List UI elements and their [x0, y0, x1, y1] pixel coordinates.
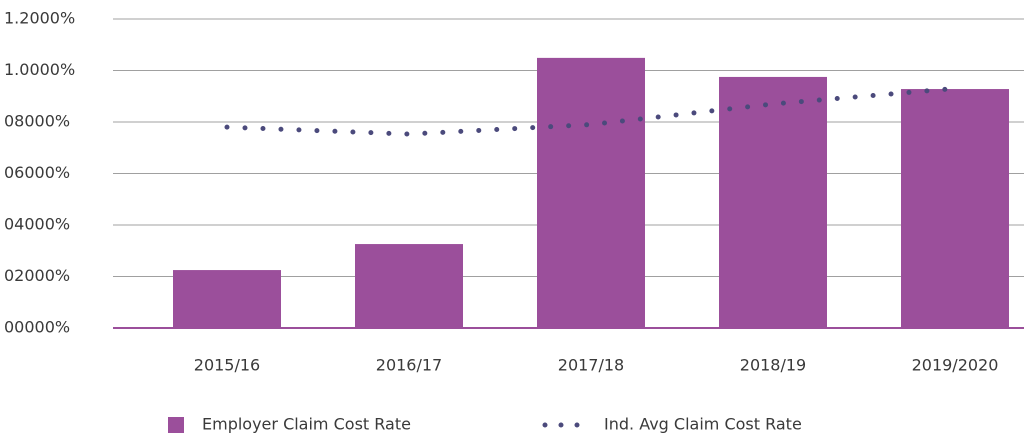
bar	[719, 76, 827, 328]
legend-label: Employer Claim Cost Rate	[202, 415, 411, 434]
x-tick-label: 2017/18	[558, 356, 624, 375]
y-tick-label: 1.2000%	[4, 9, 75, 28]
legend-swatch	[168, 417, 184, 433]
y-tick-label: 00000%	[4, 318, 70, 337]
x-tick-label: 2018/19	[740, 356, 806, 375]
y-tick-label: 06000%	[4, 163, 70, 182]
x-tick-label: 2019/2020	[912, 356, 999, 375]
y-tick-label: 08000%	[4, 112, 70, 131]
bar	[901, 89, 1009, 328]
bar	[355, 244, 463, 328]
y-tick-label: 1.0000%	[4, 60, 75, 79]
y-tick-label: 02000%	[4, 266, 70, 285]
y-tick-label: 04000%	[4, 215, 70, 234]
bar	[173, 270, 281, 328]
bar	[537, 57, 645, 328]
legend-label: Ind. Avg Claim Cost Rate	[604, 415, 802, 434]
x-tick-label: 2016/17	[376, 356, 442, 375]
x-tick-label: 2015/16	[194, 356, 260, 375]
